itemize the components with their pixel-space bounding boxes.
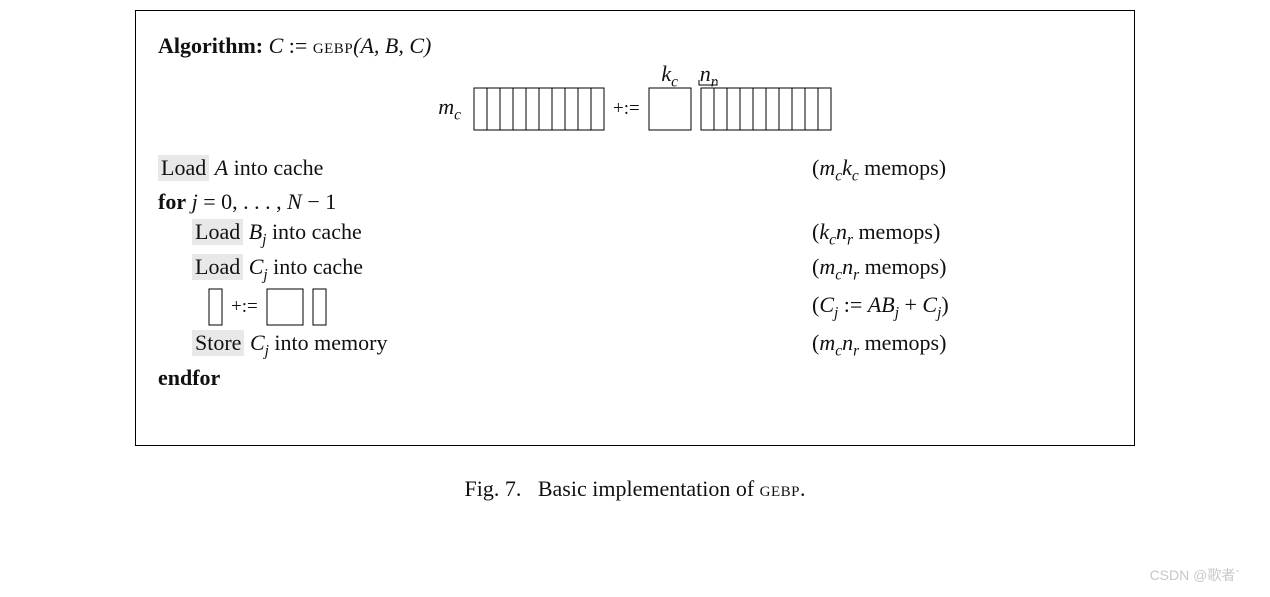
algo-row: Store Cj into memory (mcnr memops)	[158, 330, 1112, 360]
nr-label: nr	[700, 61, 717, 91]
mc-label: mc	[438, 94, 461, 124]
algo-right: (mckc memops)	[812, 155, 1112, 185]
algorithm-lines: Load A into cache (mckc memops) for j = …	[158, 155, 1112, 391]
algo-left: Load A into cache	[158, 155, 812, 181]
algo-right: (kcnr memops)	[812, 219, 1112, 249]
algo-row: for j = 0, . . . , N − 1	[158, 189, 1112, 215]
C-matrix	[473, 87, 605, 131]
header-op: :=	[289, 33, 308, 58]
main-diagram: mc +:= kc nr	[158, 87, 1112, 131]
algo-left: endfor	[158, 365, 812, 391]
figure-caption: Fig. 7. Basic implementation of gebp.	[135, 476, 1135, 502]
algorithm-box: Algorithm: C := gebp(A, B, C) mc +:= kc	[135, 10, 1135, 446]
caption-fn: gebp	[760, 476, 800, 501]
small-A-icon	[266, 288, 304, 326]
caption-suffix: .	[800, 476, 806, 501]
algo-row: Load Cj into cache (mcnr memops)	[158, 254, 1112, 284]
small-B-icon	[312, 288, 327, 326]
algo-left: Load Cj into cache	[158, 254, 812, 284]
algo-left: Store Cj into memory	[158, 330, 812, 360]
A-matrix-svg	[648, 87, 692, 131]
algo-row: endfor	[158, 365, 1112, 391]
algo-right: (mcnr memops)	[812, 330, 1112, 360]
algo-right: (mcnr memops)	[812, 254, 1112, 284]
algo-left: for j = 0, . . . , N − 1	[158, 189, 812, 215]
algorithm-header: Algorithm: C := gebp(A, B, C)	[158, 33, 1112, 59]
algo-left: +:=	[158, 288, 812, 326]
caption-text: Basic implementation of	[538, 476, 760, 501]
C-matrix-svg	[473, 87, 605, 131]
algo-row: Load Bj into cache (kcnr memops)	[158, 219, 1112, 249]
A-matrix: kc	[648, 87, 692, 131]
algo-row: +:= (Cj := ABj + Cj)	[158, 288, 1112, 326]
algorithm-label: Algorithm:	[158, 33, 263, 58]
algo-left: Load Bj into cache	[158, 219, 812, 249]
algo-row: Load A into cache (mckc memops)	[158, 155, 1112, 185]
kc-label: kc	[661, 61, 678, 91]
header-args: (A, B, C)	[353, 33, 431, 58]
header-lhs: C	[269, 33, 284, 58]
header: Algorithm: C := gebp(A, B, C)	[158, 33, 431, 59]
figure-container: Algorithm: C := gebp(A, B, C) mc +:= kc	[135, 10, 1135, 502]
small-C-icon	[208, 288, 223, 326]
nr-brace-icon	[697, 78, 719, 88]
B-matrix-svg	[700, 87, 832, 131]
header-fn: gebp	[313, 33, 353, 58]
watermark: CSDN @歌者`	[1150, 565, 1240, 585]
plus-eq: +:=	[613, 98, 640, 120]
B-matrix: nr	[700, 87, 832, 131]
algo-right: (Cj := ABj + Cj)	[812, 292, 1112, 322]
caption-label: Fig. 7.	[465, 476, 522, 501]
